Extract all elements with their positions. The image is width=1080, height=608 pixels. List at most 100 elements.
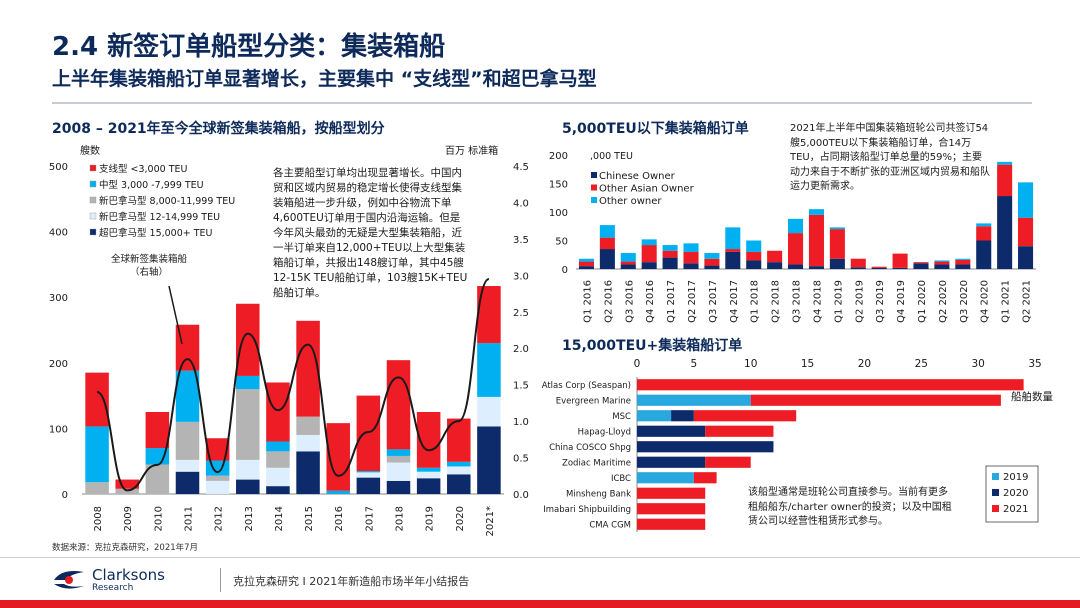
left-chart-note: 各主要船型订单均出现显著增长。中国内贸和区域内贸易的稳定增长使得支线型集装箱船进… (273, 167, 468, 299)
x-tick-label: 2014 (274, 506, 285, 531)
x-tick-label: 2012 (214, 506, 225, 531)
line-label: 全球新签集装箱船 (111, 253, 188, 265)
footer-separator (220, 568, 221, 592)
x-tick-label: 2018 (395, 506, 406, 531)
tick-label: 50 (555, 237, 568, 248)
bar-segment (85, 482, 109, 494)
x-tick-label: Q2 2017 (687, 280, 698, 323)
legend-swatch (591, 197, 597, 203)
bar-segment (447, 474, 471, 494)
right-tick-label: 3.0 (513, 271, 529, 282)
bar-segment (447, 461, 471, 467)
x-tick-label: Q1 2020 (917, 280, 928, 323)
page-subtitle: 上半年集装箱船订单显著增长，主要集中 “支线型”和超巴拿马型 (52, 68, 597, 90)
x-tick-label: 2019 (425, 506, 436, 531)
bar-segment (637, 425, 706, 437)
bar-segment (767, 250, 783, 263)
legend-label: 支线型 <3,000 TEU (99, 163, 188, 175)
left-chart-title: 2008 – 2021年至今全球新签集装箱船，按船型划分 (52, 121, 385, 137)
bar-segment (637, 472, 694, 484)
left-chart: 艘数 百万 标准箱 0 100 200 300 400 500 0.0 0.5 1.0 1.5 2.0 2… (49, 144, 529, 536)
bar-segment (662, 250, 678, 258)
tick-label: 15 (801, 358, 814, 370)
bar-segment (671, 410, 694, 422)
bar-segment (976, 223, 992, 227)
right-tick-label: 1.0 (513, 417, 529, 428)
bar-segment (725, 251, 741, 269)
left-axis-label: 艘数 (80, 144, 100, 157)
bar-segment (808, 266, 824, 269)
legend-label: 超巴拿马型 15,000+ TEU (99, 227, 213, 239)
x-tick-label: Q4 2017 (729, 280, 740, 323)
x-tick-label: Q1 2019 (833, 280, 844, 323)
x-tick-label: Q2 2020 (938, 280, 949, 323)
x-tick-label: Q1 2017 (666, 280, 677, 323)
x-tick-label: Q2 2016 (603, 280, 614, 323)
right-axis-label: 百万 标准箱 (445, 144, 498, 157)
x-tick-label: 2017 (364, 506, 375, 531)
bar-segment (637, 410, 672, 422)
bar-segment (934, 261, 950, 265)
tick-label: 5 (691, 358, 698, 370)
clarksons-logo-icon (54, 571, 84, 589)
bar-segment (356, 477, 381, 494)
x-tick-label: Q3 2017 (708, 280, 719, 323)
bar-segment (934, 260, 950, 262)
bar-segment (767, 262, 783, 269)
bar-segment (934, 264, 950, 269)
category-label: Evergreen Marine (556, 396, 631, 406)
tick-label: 35 (1028, 358, 1041, 370)
bar-segment (477, 286, 501, 344)
legend-label: 新巴拿马型 12-14,999 TEU (99, 211, 220, 223)
bar-segment (236, 375, 260, 390)
bar-segment (266, 467, 290, 487)
bar-segment (892, 267, 908, 269)
line-label: （右轴） (130, 266, 168, 278)
x-tick-label: 2020 (455, 506, 466, 531)
bar-segment (829, 258, 845, 269)
legend-label: Other Asian Owner (599, 184, 695, 195)
x-tick-label: 2008 (93, 506, 104, 531)
tick-label: 25 (915, 358, 928, 370)
bar-segment (578, 258, 594, 262)
bar-segment (693, 410, 797, 422)
bar-segment (997, 196, 1013, 269)
tick-label: 10 (744, 358, 757, 370)
left-tick-label: 200 (49, 359, 68, 370)
legend-swatch (992, 489, 999, 496)
bar-segment (599, 237, 615, 250)
bar-segment (205, 438, 230, 461)
right-tick-label: 1.5 (513, 381, 529, 392)
legend-label: 2021 (1003, 504, 1028, 515)
category-label: ICBC (611, 474, 631, 484)
tick-label: 200 (549, 151, 568, 162)
tick-label: 0 (562, 265, 568, 276)
bar-segment (746, 251, 762, 261)
x-tick-label: 2016 (334, 506, 345, 531)
bar-segment (637, 518, 706, 530)
x-tick-label: 2009 (123, 506, 134, 531)
bar-segment (145, 412, 170, 449)
bar-segment (871, 267, 887, 269)
right-tick-label: 3.5 (513, 235, 529, 246)
x-tick-label: Q3 2018 (792, 280, 803, 323)
bar-segment (913, 262, 929, 264)
bar-segment (356, 471, 381, 473)
bar-segment (620, 264, 636, 269)
bottom-right-chart: 0 5 10 15 20 25 30 35 Atlas Corp (Seaspan) Evergr… (542, 358, 1053, 532)
legend-swatch (992, 505, 999, 512)
x-tick-label: Q4 2020 (980, 280, 991, 323)
bar-segment (850, 267, 866, 269)
bar-segment (386, 462, 411, 481)
legend-label: 中型 3,000 -7,999 TEU (99, 179, 204, 191)
bottom-right-chart-title: 15,000TEU+集装箱船订单 (562, 338, 743, 354)
bar-segment (746, 260, 762, 269)
bar-segment (175, 459, 200, 472)
x-tick-label: 2013 (244, 506, 255, 531)
top-right-chart: 0 50 100 150 200 ,000 TEU Q1 2016 Q2 2016 Q3 201… (549, 151, 1036, 323)
bar-segment (620, 253, 636, 262)
left-tick-label: 300 (49, 293, 68, 304)
bar-segment (296, 434, 320, 452)
bar-segment (236, 459, 260, 480)
bar-segment (175, 324, 200, 371)
